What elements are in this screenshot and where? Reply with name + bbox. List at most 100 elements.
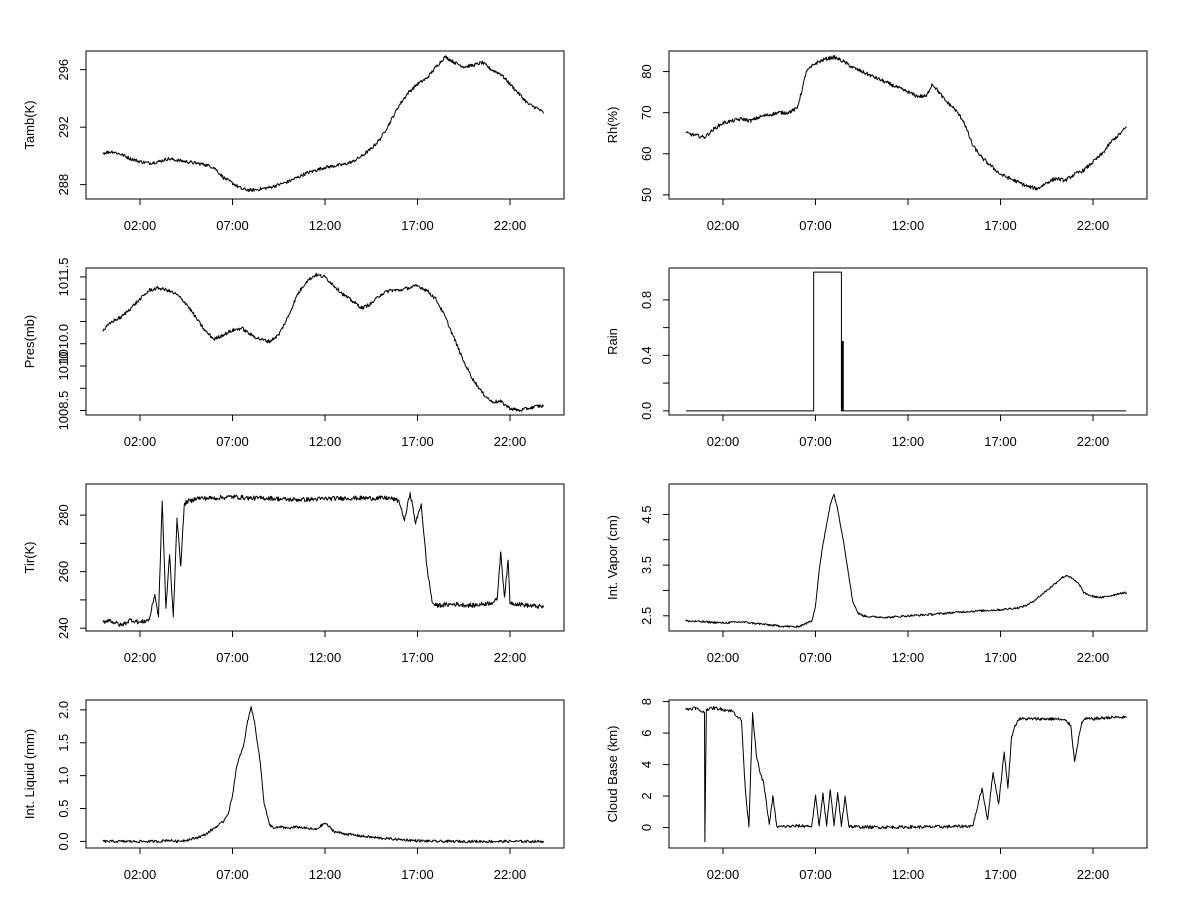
y-tick-label: 1010 bbox=[56, 352, 71, 381]
y-tick-label: 60 bbox=[639, 147, 654, 161]
x-tick-label: 17:00 bbox=[984, 650, 1017, 665]
x-tick-label: 17:00 bbox=[401, 650, 434, 665]
y-tick-label: 1.5 bbox=[56, 734, 71, 752]
panel-int-liquid-mm: 02:00 07:00 12:00 17:00 22:00 0.0 0.5 1.0 1.5 2.0… bbox=[22, 699, 565, 882]
plot-frame bbox=[85, 483, 565, 632]
x-tick-label: 02:00 bbox=[707, 218, 740, 233]
y-axis-label: Int. Vapor (cm) bbox=[605, 515, 620, 600]
x-tick-label: 07:00 bbox=[799, 434, 832, 449]
series-line-cloud-base-km bbox=[685, 705, 1127, 843]
panel-pres-mb: 02:00 07:00 12:00 17:00 22:001008.51010.0101… bbox=[22, 258, 565, 449]
plot-frame bbox=[668, 483, 1148, 632]
panel-int-vapor-cm: 02:00 07:00 12:00 17:00 22:00 2.5 3.5 4.5 Int. V… bbox=[605, 483, 1148, 665]
x-tick-label: 17:00 bbox=[401, 867, 434, 882]
x-tick-label: 07:00 bbox=[216, 650, 249, 665]
x-tick-label: 22:00 bbox=[494, 867, 527, 882]
plot-frame bbox=[85, 699, 565, 849]
y-tick-label: 1.0 bbox=[56, 767, 71, 785]
x-tick-label: 17:00 bbox=[401, 434, 434, 449]
x-tick-label: 12:00 bbox=[309, 218, 342, 233]
y-tick-label: 0.4 bbox=[639, 346, 654, 364]
y-tick-label: 2.0 bbox=[56, 701, 71, 719]
series-line-tamb-k bbox=[102, 55, 544, 193]
x-tick-label: 02:00 bbox=[124, 867, 157, 882]
x-tick-label: 22:00 bbox=[1077, 218, 1110, 233]
x-tick-label: 07:00 bbox=[216, 218, 249, 233]
plot-frame bbox=[668, 267, 1148, 416]
y-tick-label: 1011.5 bbox=[56, 258, 71, 297]
y-axis-label: Tir(K) bbox=[22, 541, 37, 573]
y-tick-label: 50 bbox=[639, 188, 654, 202]
x-tick-label: 02:00 bbox=[124, 218, 157, 233]
y-axis-label: Cloud Base (km) bbox=[605, 726, 620, 823]
series-line-int-vapor-cm bbox=[685, 493, 1127, 628]
y-tick-label: 70 bbox=[639, 105, 654, 119]
x-tick-label: 12:00 bbox=[309, 434, 342, 449]
y-tick-label: 80 bbox=[639, 64, 654, 78]
panel-tir-k: 02:00 07:00 12:00 17:00 22:00 240 260 280 Tir(K) bbox=[22, 483, 565, 665]
y-axis-label: Rh(%) bbox=[605, 107, 620, 144]
plot-frame bbox=[668, 699, 1148, 849]
x-tick-label: 22:00 bbox=[494, 650, 527, 665]
plot-frame bbox=[85, 267, 565, 416]
x-tick-label: 22:00 bbox=[494, 434, 527, 449]
y-tick-label: 0.0 bbox=[56, 832, 71, 850]
x-tick-label: 17:00 bbox=[984, 434, 1017, 449]
y-axis-label: Tamb(K) bbox=[22, 100, 37, 149]
series-line-rh bbox=[685, 54, 1127, 191]
y-tick-label: 0.0 bbox=[639, 402, 654, 420]
x-tick-label: 07:00 bbox=[216, 867, 249, 882]
series-line-rain bbox=[686, 271, 1127, 412]
panel-rain: 02:00 07:00 12:00 17:00 22:00 0.0 0.4 0.8 Rain bbox=[605, 267, 1148, 449]
y-tick-label: 4.5 bbox=[639, 505, 654, 523]
y-tick-label: 240 bbox=[56, 617, 71, 639]
x-tick-label: 02:00 bbox=[707, 867, 740, 882]
plot-frame bbox=[85, 50, 565, 200]
x-tick-label: 22:00 bbox=[494, 218, 527, 233]
x-tick-label: 22:00 bbox=[1077, 867, 1110, 882]
x-tick-label: 17:00 bbox=[984, 867, 1017, 882]
y-tick-label: 1010.0 bbox=[56, 324, 71, 364]
y-tick-label: 6 bbox=[639, 729, 654, 736]
y-tick-label: 0.5 bbox=[56, 799, 71, 817]
x-tick-label: 17:00 bbox=[984, 218, 1017, 233]
x-tick-label: 12:00 bbox=[892, 650, 925, 665]
x-tick-label: 07:00 bbox=[799, 867, 832, 882]
x-tick-label: 12:00 bbox=[309, 650, 342, 665]
y-axis-label: Rain bbox=[605, 328, 620, 355]
panel-tamb-k: 02:00 07:00 12:00 17:00 22:00 288 292 296 Tamb(K… bbox=[22, 50, 565, 233]
x-tick-label: 12:00 bbox=[892, 867, 925, 882]
x-tick-label: 07:00 bbox=[216, 434, 249, 449]
x-tick-label: 17:00 bbox=[401, 218, 434, 233]
y-tick-label: 3.5 bbox=[639, 556, 654, 574]
y-axis-label: Pres(mb) bbox=[22, 315, 37, 368]
series-line-int-liquid-mm bbox=[102, 706, 544, 844]
x-tick-label: 22:00 bbox=[1077, 434, 1110, 449]
y-axis-label: Int. Liquid (mm) bbox=[22, 729, 37, 819]
x-tick-label: 02:00 bbox=[124, 434, 157, 449]
panel-cloud-base-km: 02:00 07:00 12:00 17:00 22:00 0 2 4 6 8 Cloud Base… bbox=[605, 698, 1148, 882]
x-tick-label: 07:00 bbox=[799, 650, 832, 665]
y-tick-label: 0 bbox=[639, 824, 654, 831]
x-tick-label: 02:00 bbox=[124, 650, 157, 665]
x-tick-label: 12:00 bbox=[892, 434, 925, 449]
y-tick-label: 280 bbox=[56, 504, 71, 526]
x-tick-label: 12:00 bbox=[892, 218, 925, 233]
plot-frame bbox=[668, 50, 1148, 200]
y-tick-label: 292 bbox=[56, 116, 71, 138]
y-tick-label: 288 bbox=[56, 174, 71, 196]
y-tick-label: 0.8 bbox=[639, 291, 654, 309]
y-tick-label: 8 bbox=[639, 698, 654, 705]
series-line-pres-mb bbox=[102, 272, 544, 412]
y-tick-label: 2.5 bbox=[639, 607, 654, 625]
series-line-tir-k bbox=[102, 491, 544, 627]
y-tick-label: 2 bbox=[639, 792, 654, 799]
x-tick-label: 22:00 bbox=[1077, 650, 1110, 665]
y-tick-label: 296 bbox=[56, 59, 71, 81]
panel-rh: 02:00 07:00 12:00 17:00 22:00 50 60 70 80 Rh(%) bbox=[605, 50, 1148, 233]
x-tick-label: 12:00 bbox=[309, 867, 342, 882]
x-tick-label: 02:00 bbox=[707, 434, 740, 449]
y-tick-label: 260 bbox=[56, 561, 71, 583]
y-tick-label: 1008.5 bbox=[56, 391, 71, 431]
